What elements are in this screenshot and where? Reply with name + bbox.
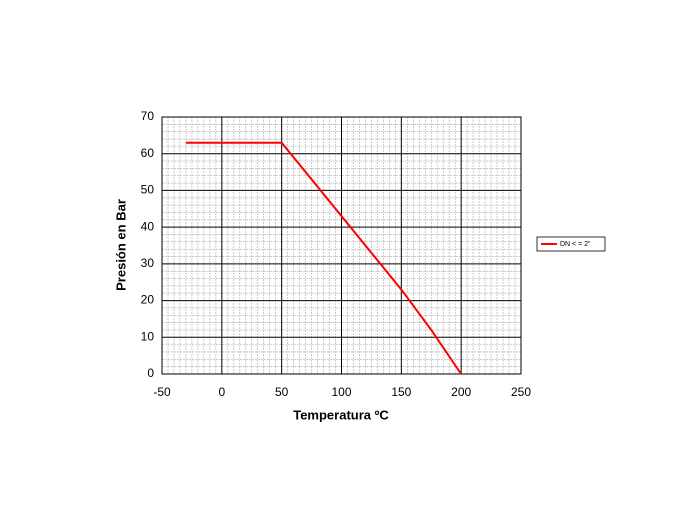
x-tick-label: 50 (275, 385, 289, 399)
y-tick-label: 0 (147, 366, 154, 380)
x-tick-label: 250 (511, 385, 531, 399)
x-tick-label: 150 (391, 385, 411, 399)
y-axis-title: Presión en Bar (113, 199, 128, 291)
y-tick-label: 20 (141, 293, 155, 307)
x-axis-title: Temperatura ºC (293, 407, 389, 422)
x-tick-label: -50 (153, 385, 171, 399)
y-tick-label: 60 (141, 146, 155, 160)
y-tick-label: 10 (141, 329, 155, 343)
y-tick-label: 40 (141, 219, 155, 233)
y-tick-label: 70 (141, 109, 155, 123)
x-tick-label: 0 (218, 385, 225, 399)
y-tick-label: 30 (141, 256, 155, 270)
data-line (185, 141, 462, 375)
x-tick-label: 100 (331, 385, 351, 399)
plot-frame (161, 116, 522, 375)
legend-box (536, 236, 606, 252)
x-tick-label: 200 (451, 385, 471, 399)
legend-label: DN < = 2" (560, 241, 591, 248)
y-tick-label: 50 (141, 183, 155, 197)
